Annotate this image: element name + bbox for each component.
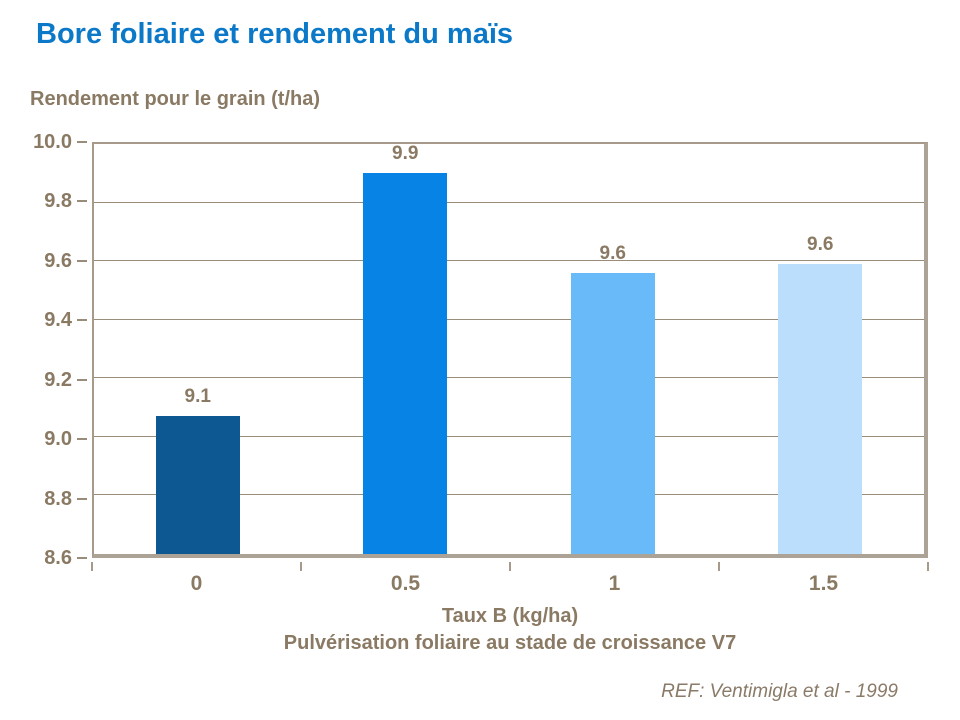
gridline (94, 377, 924, 379)
x-axis-subtitle: Pulvérisation foliaire au stade de crois… (283, 632, 737, 654)
bar-value-label: 9.6 (807, 234, 834, 256)
bars-layer: 9.1 9.9 9.6 9.6 (94, 144, 924, 554)
y-tick-mark (77, 319, 87, 322)
x-tick-label: 1 (608, 572, 621, 595)
bar-1 (570, 272, 655, 554)
bar-slot: 9.1 (94, 144, 302, 554)
y-tick-mark (77, 200, 87, 203)
bar-slot: 9.6 (509, 144, 717, 554)
y-tick-label: 8.8 (44, 487, 72, 510)
bar-slot: 9.6 (717, 144, 925, 554)
bar-1.5 (778, 264, 863, 554)
chart-title: Bore foliaire et rendement du maïs (36, 18, 514, 50)
gridline (94, 201, 924, 203)
y-tick-label: 9.2 (44, 368, 72, 391)
bar-value-label: 9.6 (599, 242, 626, 264)
y-tick-mark (77, 438, 87, 441)
plot-area: 9.1 9.9 9.6 9.6 (92, 142, 928, 558)
x-tick-label: 1.5 (808, 572, 839, 595)
x-tick-mark (300, 562, 302, 571)
y-tick-label: 10.0 (33, 131, 72, 153)
bar-value-label: 9.1 (184, 386, 211, 408)
bar-slot: 9.9 (302, 144, 510, 554)
x-tick-mark (718, 562, 720, 571)
y-tick-label: 9.0 (44, 428, 72, 451)
y-axis-title: Rendement pour le grain (t/ha) (30, 88, 321, 110)
reference-text: REF: Ventimigla et al - 1999 (661, 681, 898, 702)
bar-value-label: 9.9 (392, 143, 419, 165)
y-tick-mark (77, 378, 87, 381)
y-axis: 8.6 8.8 9.0 9.2 9.4 9.6 9.8 10.0 (0, 132, 88, 568)
x-tick-mark (91, 562, 93, 571)
x-tick-mark (927, 562, 929, 571)
bar-0 (155, 416, 240, 554)
x-tick-label: 0.5 (390, 572, 421, 595)
x-axis-title: Taux B (kg/ha) (441, 605, 579, 627)
y-tick-label: 9.6 (44, 249, 72, 272)
gridline (94, 260, 924, 262)
gridline (94, 318, 924, 320)
gridlines-layer (94, 144, 924, 554)
y-tick-mark (77, 141, 87, 143)
y-tick-label: 8.6 (44, 547, 72, 569)
y-tick-label: 9.8 (44, 190, 72, 213)
y-tick-mark (77, 259, 87, 262)
y-tick-label: 9.4 (44, 309, 72, 332)
x-tick-mark (509, 562, 511, 571)
bar-0.5 (363, 173, 448, 554)
x-tick-label: 0 (190, 572, 203, 595)
y-tick-mark (77, 557, 87, 559)
y-tick-mark (77, 497, 87, 500)
x-axis: 0 0.5 1 1.5 (91, 558, 929, 604)
gridline (94, 435, 924, 437)
gridline (94, 494, 924, 496)
